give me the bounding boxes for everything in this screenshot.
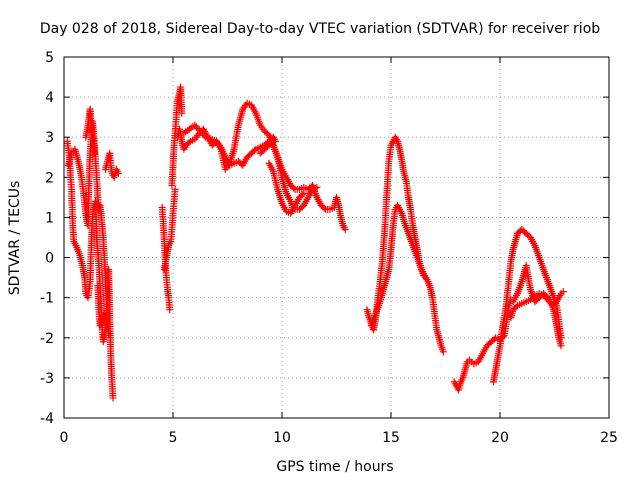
data-point bbox=[200, 132, 208, 140]
data-point bbox=[185, 139, 193, 147]
data-point bbox=[178, 109, 186, 117]
data-point bbox=[91, 149, 99, 157]
data-point bbox=[115, 169, 122, 177]
x-tick-label: 25 bbox=[600, 430, 618, 446]
data-point bbox=[103, 318, 111, 326]
x-tick-label: 5 bbox=[169, 430, 178, 446]
data-point bbox=[194, 125, 202, 133]
data-point bbox=[557, 342, 565, 350]
data-point bbox=[529, 293, 537, 301]
data-point bbox=[320, 204, 328, 212]
data-points bbox=[63, 83, 567, 402]
y-tick-label: 3 bbox=[45, 130, 54, 146]
data-point bbox=[166, 306, 174, 314]
data-point bbox=[341, 225, 349, 233]
data-point bbox=[105, 330, 113, 338]
chart-title: Day 028 of 2018, Sidereal Day-to-day VTE… bbox=[40, 21, 600, 37]
data-point bbox=[559, 288, 567, 296]
data-point bbox=[313, 183, 321, 191]
data-point bbox=[191, 121, 199, 129]
x-tick-label: 0 bbox=[60, 430, 69, 446]
y-tick-label: -2 bbox=[40, 331, 54, 347]
y-tick-label: -3 bbox=[40, 371, 54, 387]
data-point bbox=[250, 147, 258, 155]
axis-ticks: 0 5 10 15 20 25 -4 -3 -2 -1 0 1 2 3 4 5 bbox=[40, 50, 618, 446]
y-tick-label: -1 bbox=[40, 291, 54, 307]
y-axis-label: SDTVAR / TECUs bbox=[7, 181, 23, 296]
data-point bbox=[109, 394, 117, 402]
plot-frame bbox=[63, 56, 610, 419]
data-point bbox=[439, 348, 447, 356]
y-tick-label: 4 bbox=[45, 90, 54, 106]
data-point bbox=[197, 128, 205, 136]
data-point bbox=[192, 123, 200, 131]
data-point bbox=[290, 184, 298, 192]
data-point bbox=[171, 185, 179, 193]
data-point bbox=[512, 303, 520, 311]
y-tick-label: 5 bbox=[45, 50, 54, 66]
data-point bbox=[422, 274, 430, 282]
data-point bbox=[199, 130, 207, 138]
data-point bbox=[271, 137, 279, 145]
y-tick-label: -4 bbox=[40, 411, 54, 427]
x-axis-label: GPS time / hours bbox=[276, 459, 393, 475]
y-tick-label: 0 bbox=[45, 251, 54, 267]
data-point bbox=[298, 191, 306, 199]
x-tick-label: 20 bbox=[491, 430, 509, 446]
data-point bbox=[195, 126, 203, 134]
x-tick-label: 15 bbox=[382, 430, 400, 446]
data-point bbox=[300, 189, 308, 197]
grid-lines bbox=[64, 57, 609, 418]
y-tick-label: 2 bbox=[45, 170, 54, 186]
x-tick-label: 10 bbox=[273, 430, 291, 446]
y-tick-label: 1 bbox=[45, 210, 54, 226]
data-point bbox=[557, 334, 565, 342]
